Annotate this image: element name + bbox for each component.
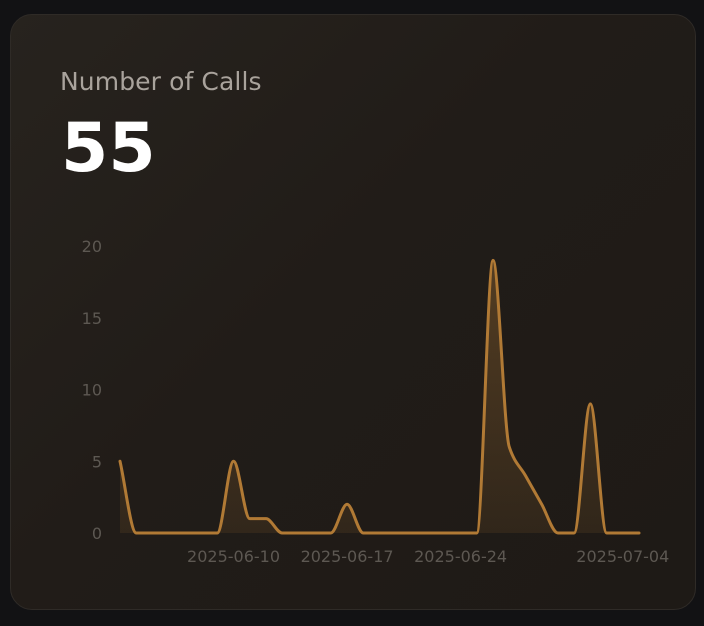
data-point bbox=[621, 531, 625, 535]
data-point bbox=[410, 531, 414, 535]
data-point bbox=[507, 445, 511, 449]
data-point bbox=[183, 531, 187, 535]
data-point bbox=[491, 258, 495, 262]
data-point bbox=[150, 531, 154, 535]
data-point bbox=[394, 531, 398, 535]
x-tick-label: 2025-06-10 bbox=[187, 547, 280, 566]
x-tick-label: 2025-06-24 bbox=[414, 547, 507, 566]
data-point bbox=[588, 402, 592, 406]
card-title: Number of Calls bbox=[60, 67, 262, 96]
data-point bbox=[605, 531, 609, 535]
data-point bbox=[215, 531, 219, 535]
series-line bbox=[118, 258, 641, 535]
data-point bbox=[199, 531, 203, 535]
y-tick-label: 10 bbox=[82, 381, 102, 400]
data-point bbox=[378, 531, 382, 535]
data-point bbox=[118, 459, 122, 463]
metric-value: 55 bbox=[61, 109, 156, 188]
y-tick-label: 0 bbox=[92, 524, 102, 543]
data-point bbox=[345, 502, 349, 506]
data-point bbox=[248, 517, 252, 521]
x-tick-label: 2025-06-17 bbox=[301, 547, 394, 566]
data-point bbox=[475, 531, 479, 535]
data-point bbox=[232, 459, 236, 463]
data-point bbox=[556, 531, 560, 535]
y-tick-label: 20 bbox=[82, 237, 102, 256]
data-point bbox=[637, 531, 641, 535]
series-area-fill bbox=[120, 260, 639, 533]
data-point bbox=[280, 531, 284, 535]
y-tick-label: 15 bbox=[82, 309, 102, 328]
x-tick-label: 2025-07-04 bbox=[576, 547, 669, 566]
data-point bbox=[296, 531, 300, 535]
data-point bbox=[361, 531, 365, 535]
data-point bbox=[426, 531, 430, 535]
data-point bbox=[523, 474, 527, 478]
data-point bbox=[540, 502, 544, 506]
data-point bbox=[459, 531, 463, 535]
data-point bbox=[442, 531, 446, 535]
data-point bbox=[167, 531, 171, 535]
data-point bbox=[572, 531, 576, 535]
y-tick-label: 5 bbox=[92, 452, 102, 471]
data-point bbox=[329, 531, 333, 535]
data-point bbox=[264, 517, 268, 521]
data-point bbox=[313, 531, 317, 535]
data-point bbox=[134, 531, 138, 535]
